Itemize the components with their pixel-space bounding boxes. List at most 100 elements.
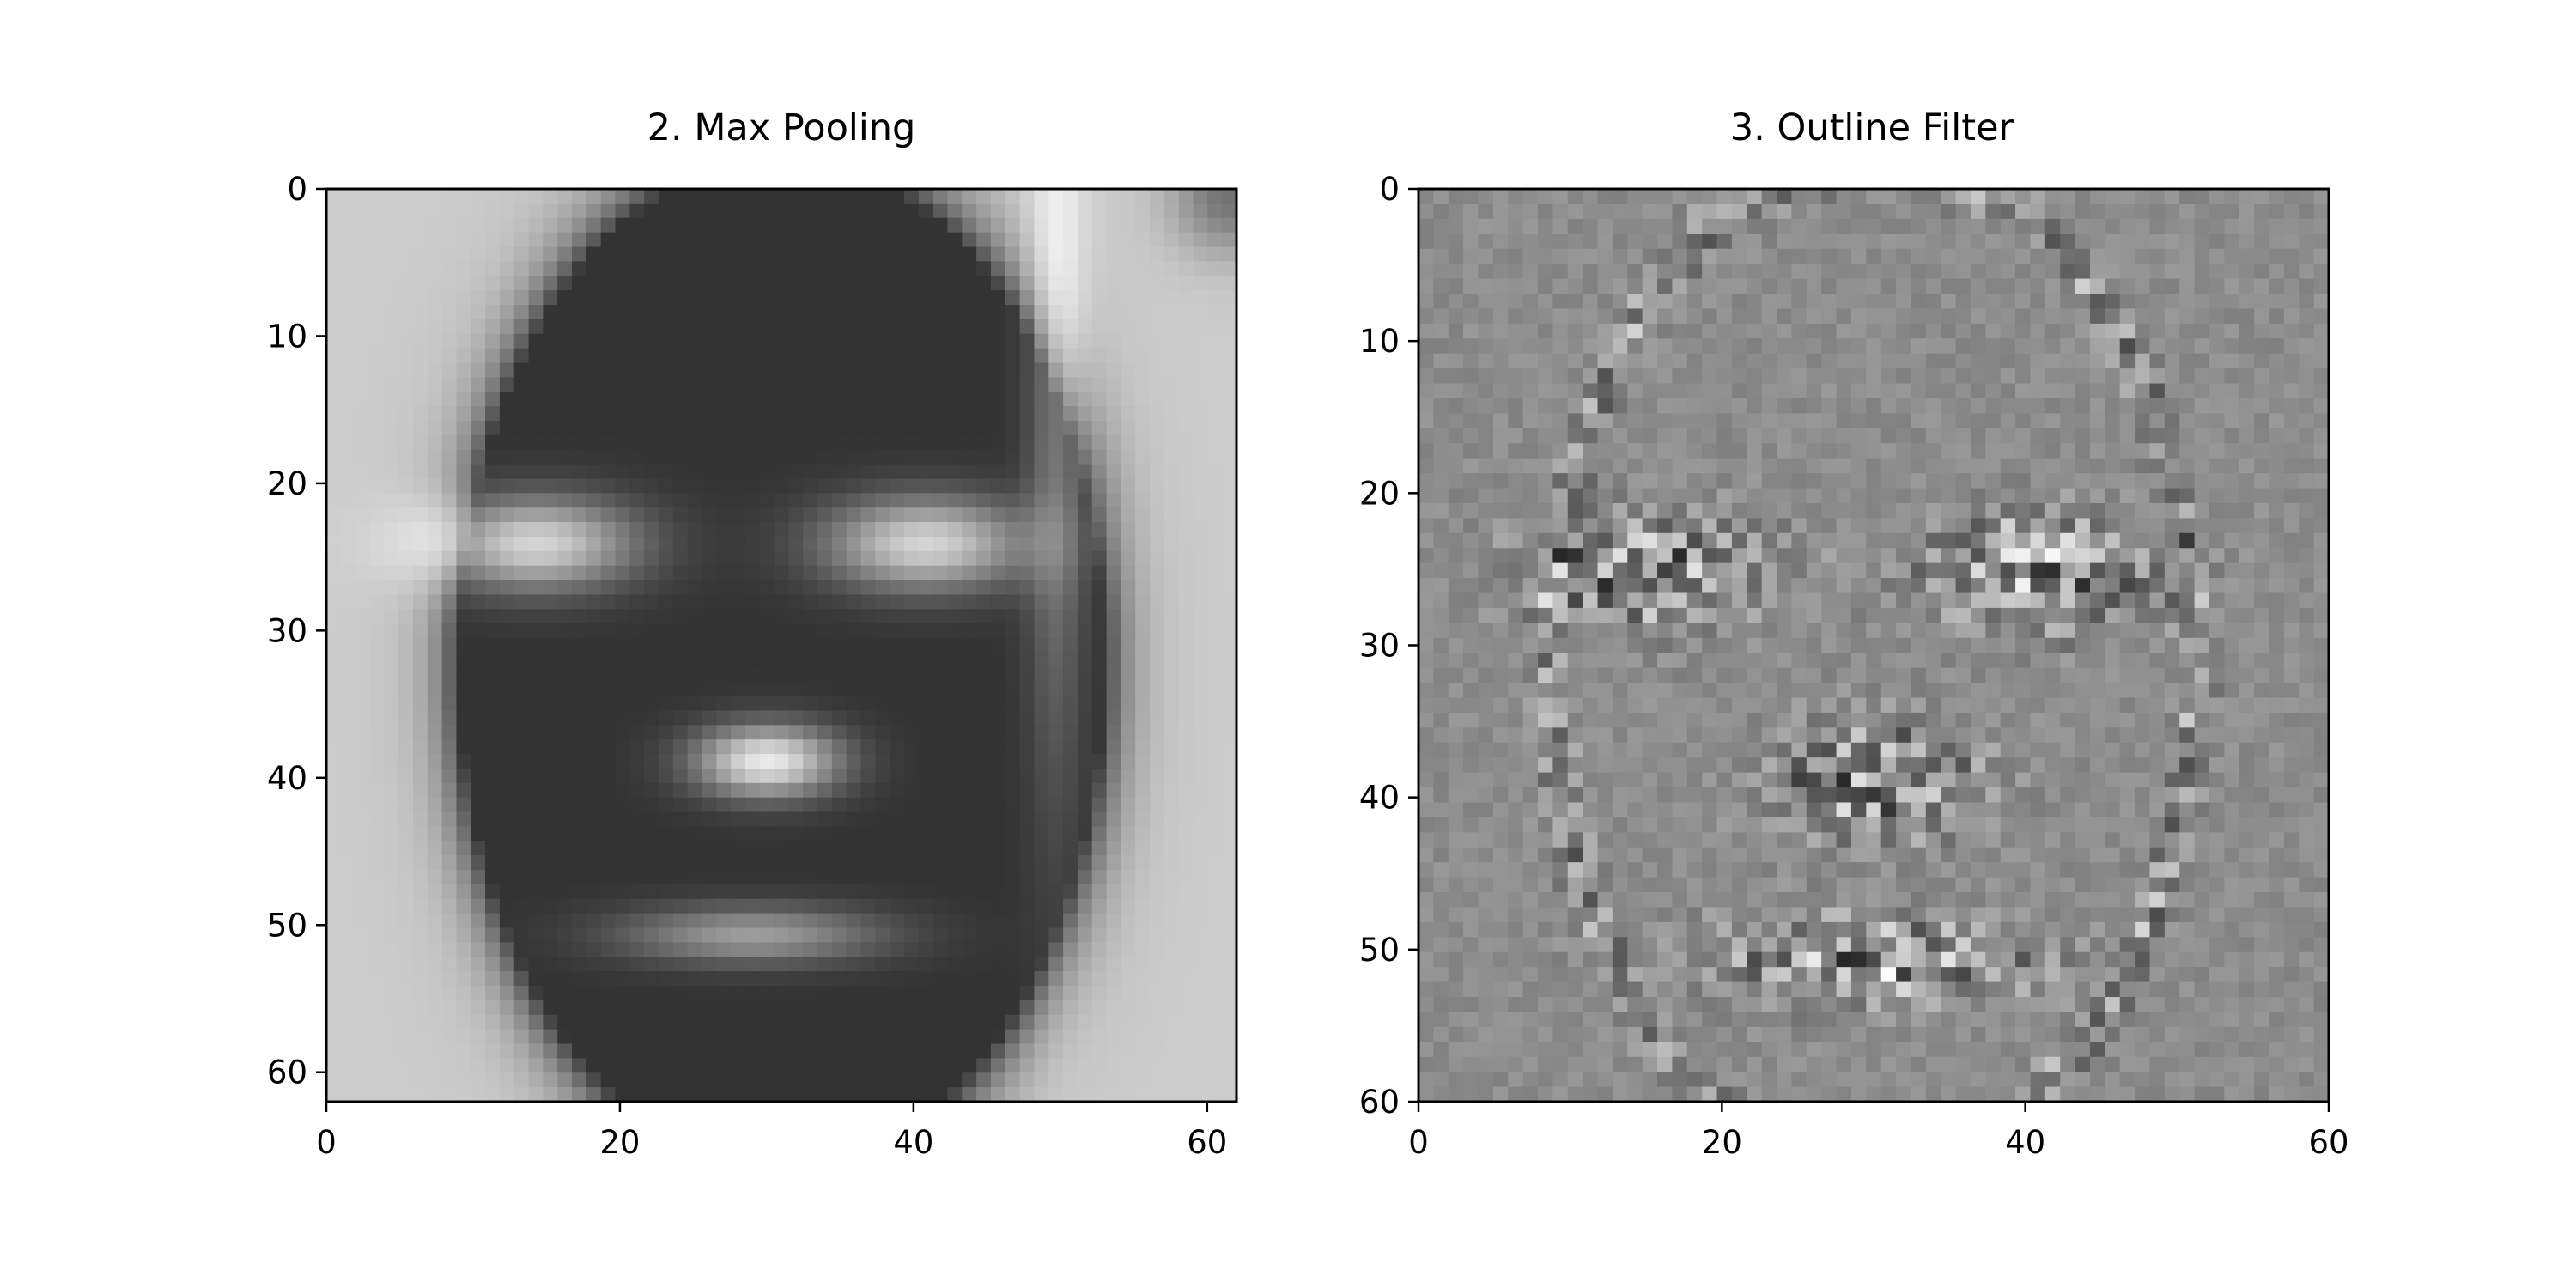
max-pooling-pixel bbox=[1019, 1072, 1036, 1088]
outline-filter-pixel bbox=[1970, 398, 1986, 414]
max-pooling-pixel bbox=[456, 203, 471, 219]
outline-filter-pixel bbox=[1463, 413, 1479, 429]
outline-filter-pixel bbox=[1478, 428, 1494, 444]
max-pooling-pixel bbox=[962, 696, 977, 712]
max-pooling-pixel bbox=[340, 464, 356, 480]
max-pooling-pixel bbox=[1091, 261, 1108, 276]
outline-filter-pixel bbox=[1761, 428, 1777, 444]
max-pooling-pixel bbox=[615, 434, 630, 451]
max-pooling-pixel bbox=[788, 1043, 804, 1059]
outline-filter-pixel bbox=[2283, 218, 2300, 234]
max-pooling-pixel bbox=[962, 1072, 977, 1088]
max-pooling-pixel bbox=[860, 971, 876, 987]
max-pooling-pixel bbox=[1106, 710, 1121, 726]
max-pooling-pixel bbox=[846, 507, 862, 523]
max-pooling-pixel bbox=[744, 768, 761, 784]
max-pooling-pixel bbox=[586, 290, 602, 306]
max-pooling-pixel bbox=[846, 971, 862, 987]
max-pooling-pixel bbox=[644, 986, 659, 1001]
max-pooling-pixel bbox=[702, 434, 717, 451]
max-pooling-pixel bbox=[1163, 189, 1180, 204]
max-pooling-pixel bbox=[600, 884, 617, 900]
outline-filter-pixel bbox=[1911, 264, 1927, 280]
max-pooling-pixel bbox=[427, 898, 443, 914]
outline-filter-pixel bbox=[1836, 293, 1852, 310]
max-pooling-pixel bbox=[962, 1043, 977, 1059]
max-pooling-pixel bbox=[456, 725, 471, 740]
max-pooling-pixel bbox=[369, 522, 385, 538]
outline-filter-pixel bbox=[2105, 248, 2121, 264]
outline-filter-pixel bbox=[1538, 264, 1553, 280]
max-pooling-pixel bbox=[1163, 797, 1180, 813]
max-pooling-pixel bbox=[774, 464, 790, 480]
max-pooling-pixel bbox=[412, 276, 428, 291]
max-pooling-pixel bbox=[543, 884, 558, 900]
max-pooling-pixel bbox=[1106, 290, 1121, 306]
max-pooling-pixel bbox=[860, 189, 876, 204]
max-pooling-pixel bbox=[326, 797, 342, 813]
max-pooling-pixel bbox=[904, 638, 920, 653]
max-pooling-pixel bbox=[716, 841, 732, 856]
max-pooling-pixel bbox=[1150, 782, 1165, 799]
outline-filter-pixel bbox=[2149, 248, 2166, 264]
max-pooling-pixel bbox=[731, 377, 746, 392]
max-pooling-pixel bbox=[1121, 565, 1136, 581]
max-pooling-pixel bbox=[644, 913, 659, 929]
max-pooling-pixel bbox=[1207, 217, 1223, 234]
max-pooling-pixel bbox=[369, 261, 385, 276]
outline-filter-pixel bbox=[1880, 218, 1897, 234]
max-pooling-pixel bbox=[1077, 565, 1093, 581]
outline-filter-pixel bbox=[1419, 204, 1434, 220]
max-pooling-pixel bbox=[933, 652, 949, 668]
max-pooling-pixel bbox=[600, 304, 617, 320]
max-pooling-pixel bbox=[702, 478, 717, 494]
max-pooling-pixel bbox=[615, 522, 630, 538]
outline-filter-pixel bbox=[1612, 293, 1628, 310]
max-pooling-pixel bbox=[456, 681, 471, 697]
outline-filter-pixel bbox=[2299, 413, 2315, 429]
outline-filter-pixel bbox=[2060, 234, 2076, 250]
outline-filter-pixel bbox=[1925, 323, 1941, 339]
max-pooling-pixel bbox=[962, 652, 977, 668]
outline-filter-pixel bbox=[2044, 204, 2061, 220]
max-pooling-pixel bbox=[384, 449, 399, 465]
max-pooling-pixel bbox=[1135, 377, 1151, 392]
max-pooling-pixel bbox=[499, 434, 515, 451]
max-pooling-pixel bbox=[918, 392, 934, 407]
max-pooling-pixel bbox=[918, 927, 934, 943]
max-pooling-pixel bbox=[629, 362, 645, 378]
max-pooling-pixel bbox=[1207, 246, 1223, 262]
max-pooling-pixel bbox=[831, 449, 848, 465]
max-pooling-pixel bbox=[384, 232, 399, 248]
max-pooling-pixel bbox=[933, 276, 949, 291]
max-pooling-pixel bbox=[1034, 565, 1049, 581]
max-pooling-pixel bbox=[1135, 898, 1151, 914]
max-pooling-pixel bbox=[412, 768, 428, 784]
outline-filter-pixel bbox=[2075, 353, 2091, 369]
max-pooling-pixel bbox=[456, 1072, 471, 1088]
outline-filter-pixel bbox=[2030, 338, 2046, 355]
max-pooling-pixel bbox=[1106, 768, 1121, 784]
outline-filter-pixel bbox=[1686, 264, 1703, 280]
max-pooling-pixel bbox=[1005, 203, 1021, 219]
outline-filter-pixel bbox=[1731, 278, 1747, 295]
max-pooling-pixel bbox=[384, 884, 399, 900]
max-pooling-pixel bbox=[600, 203, 617, 219]
outline-filter-pixel bbox=[2119, 398, 2136, 414]
max-pooling-pixel bbox=[441, 319, 458, 335]
max-pooling-pixel bbox=[427, 638, 443, 653]
max-pooling-pixel bbox=[803, 1043, 818, 1059]
outline-filter-pixel bbox=[1702, 383, 1718, 399]
max-pooling-pixel bbox=[1163, 884, 1180, 900]
outline-filter-pixel bbox=[1761, 353, 1777, 369]
outline-filter-pixel bbox=[1702, 428, 1718, 444]
max-pooling-pixel bbox=[1207, 319, 1223, 335]
max-pooling-pixel bbox=[600, 232, 617, 248]
max-pooling-pixel bbox=[441, 609, 458, 624]
max-pooling-pixel bbox=[702, 870, 717, 885]
max-pooling-pixel bbox=[744, 406, 761, 422]
max-pooling-pixel bbox=[441, 666, 458, 683]
max-pooling-pixel bbox=[543, 276, 558, 291]
max-pooling-pixel bbox=[1178, 1087, 1194, 1103]
max-pooling-pixel bbox=[644, 493, 659, 508]
